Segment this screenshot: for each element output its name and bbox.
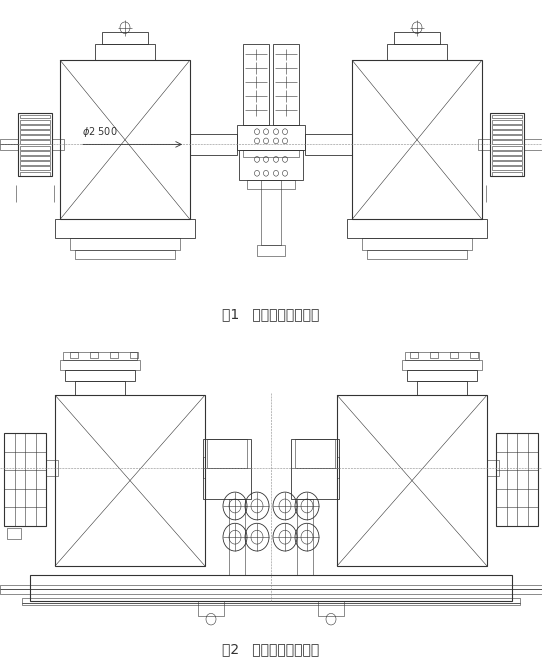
- Bar: [20, 141, 50, 145]
- Bar: [394, 32, 440, 44]
- Bar: [20, 125, 50, 129]
- Bar: [492, 130, 522, 134]
- Bar: [46, 460, 58, 476]
- Bar: [203, 439, 251, 499]
- Bar: [20, 151, 50, 155]
- Bar: [55, 395, 205, 566]
- Bar: [478, 139, 490, 150]
- Bar: [470, 352, 478, 358]
- Text: 图2   行星大减速器方案: 图2 行星大减速器方案: [222, 643, 320, 656]
- Bar: [487, 460, 499, 476]
- Bar: [496, 433, 538, 525]
- Bar: [22, 603, 520, 605]
- Bar: [207, 439, 247, 468]
- Bar: [7, 528, 21, 539]
- Bar: [70, 352, 78, 358]
- Bar: [55, 220, 195, 238]
- Bar: [0, 584, 542, 594]
- Bar: [63, 352, 137, 360]
- Bar: [190, 134, 237, 155]
- Bar: [367, 249, 467, 259]
- Bar: [229, 499, 245, 576]
- Bar: [20, 156, 50, 160]
- Bar: [75, 249, 175, 259]
- Bar: [0, 139, 18, 150]
- Bar: [198, 601, 224, 616]
- Bar: [239, 150, 303, 180]
- Bar: [417, 381, 467, 395]
- Bar: [20, 120, 50, 123]
- Bar: [243, 44, 269, 125]
- Bar: [387, 44, 447, 60]
- Bar: [407, 370, 477, 381]
- Bar: [20, 130, 50, 134]
- Bar: [450, 352, 458, 358]
- Bar: [492, 115, 522, 119]
- Bar: [257, 245, 285, 257]
- Bar: [247, 180, 295, 190]
- Bar: [20, 172, 50, 176]
- Bar: [60, 360, 140, 370]
- Text: 图1   行星三减速器方案: 图1 行星三减速器方案: [222, 308, 320, 321]
- Bar: [203, 458, 205, 478]
- Bar: [130, 352, 138, 358]
- Bar: [60, 60, 190, 220]
- Bar: [337, 395, 487, 566]
- Bar: [110, 352, 118, 358]
- Bar: [20, 135, 50, 139]
- Bar: [362, 238, 472, 249]
- Bar: [352, 60, 482, 220]
- Bar: [492, 166, 522, 170]
- Bar: [492, 172, 522, 176]
- Bar: [492, 145, 522, 149]
- Bar: [4, 433, 46, 525]
- Bar: [237, 125, 305, 150]
- Bar: [18, 113, 52, 176]
- Bar: [20, 145, 50, 149]
- Bar: [297, 499, 313, 576]
- Bar: [65, 370, 135, 381]
- Bar: [490, 113, 524, 176]
- Bar: [90, 352, 98, 358]
- Bar: [261, 180, 281, 245]
- Bar: [402, 360, 482, 370]
- Bar: [405, 352, 479, 360]
- Bar: [492, 135, 522, 139]
- Bar: [410, 352, 418, 358]
- Bar: [492, 161, 522, 165]
- Bar: [20, 166, 50, 170]
- Bar: [52, 139, 64, 150]
- Bar: [295, 439, 335, 468]
- Bar: [305, 134, 352, 155]
- Bar: [430, 352, 438, 358]
- Bar: [291, 439, 339, 499]
- Bar: [75, 381, 125, 395]
- Bar: [492, 156, 522, 160]
- Bar: [492, 141, 522, 145]
- Bar: [524, 139, 542, 150]
- Bar: [347, 220, 487, 238]
- Bar: [492, 125, 522, 129]
- Bar: [492, 120, 522, 123]
- Bar: [20, 161, 50, 165]
- Text: $\phi$2 500: $\phi$2 500: [82, 125, 118, 139]
- Bar: [318, 601, 344, 616]
- Bar: [102, 32, 148, 44]
- Bar: [273, 44, 299, 125]
- Bar: [95, 44, 155, 60]
- Bar: [492, 151, 522, 155]
- Bar: [337, 458, 339, 478]
- Bar: [70, 238, 180, 249]
- Bar: [20, 115, 50, 119]
- Bar: [243, 150, 299, 157]
- Bar: [30, 576, 512, 601]
- Bar: [22, 598, 520, 603]
